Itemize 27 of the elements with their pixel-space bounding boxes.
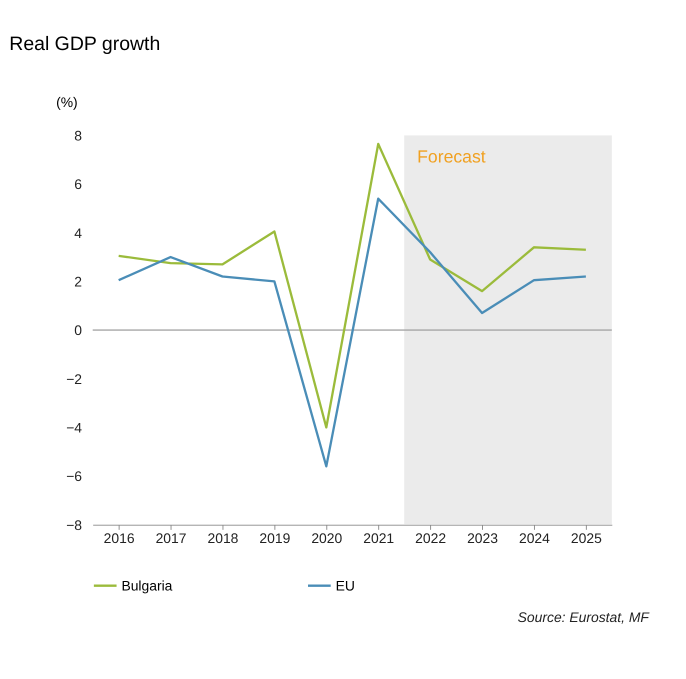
x-tick-label: 2021: [363, 530, 394, 546]
y-tick-label: −8: [66, 516, 82, 533]
y-tick-label: 0: [74, 322, 82, 338]
y-tick-label: −2: [66, 370, 82, 387]
line-series: [118, 142, 588, 429]
x-tick-label: 2024: [518, 530, 550, 546]
band-label: Forecast: [417, 146, 486, 166]
x-tick-label: 2017: [156, 530, 187, 546]
y-tick-label: 4: [74, 224, 82, 241]
chart-title: Real GDP growth: [9, 33, 160, 56]
legend-label: EU: [336, 577, 355, 594]
x-tick-label: 2023: [467, 530, 498, 546]
x-tick-label: 2016: [104, 530, 135, 546]
line-series: [118, 197, 588, 468]
x-tick-label: 2019: [259, 530, 291, 546]
x-tick-label: 2020: [311, 530, 342, 546]
y-tick-label: −4: [66, 419, 82, 436]
y-tick-label: 2: [74, 273, 82, 290]
y-axis-title: (%): [56, 94, 78, 110]
source-note: Source: Eurostat, MF: [518, 609, 650, 626]
legend-label: Bulgaria: [121, 577, 173, 594]
y-tick-label: 6: [74, 176, 82, 192]
x-tick-label: 2022: [415, 530, 446, 546]
x-tick-label: 2025: [570, 530, 602, 546]
y-tick-label: 8: [74, 127, 82, 144]
y-tick-label: −6: [66, 468, 82, 484]
x-tick-label: 2018: [207, 530, 239, 546]
